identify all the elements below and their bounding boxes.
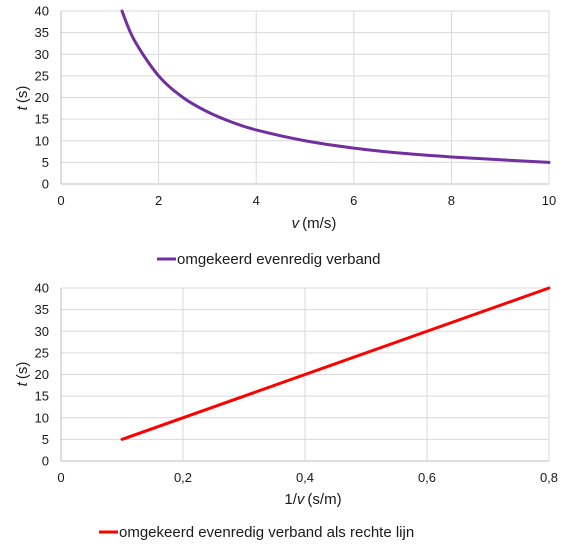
chart-1: 0 5 10 15 20 25 30 35 40 0 2 4 6 8 10 v (m/s) t(s) omg… [14, 4, 556, 269]
chart-1-x-tick-label: 8 [448, 193, 455, 208]
chart-2-y-tick-label: 20 [35, 367, 49, 382]
chart-2-x-ticks: 0 0,2 0,4 0,6 0,8 [57, 470, 558, 485]
chart-2-x-axis-unit: (s/m) [307, 491, 341, 508]
chart-1-y-tick-label: 35 [35, 25, 49, 40]
chart-2-x-axis-label: 1/v (s/m) [284, 491, 341, 508]
chart-2-y-tick-label: 35 [35, 302, 49, 317]
chart-2-y-axis-unit: (s) [14, 362, 31, 380]
chart-1-y-axis-unit: (s) [14, 86, 31, 104]
chart-2-legend-label: omgekeerd evenredig verband als rechte l… [119, 524, 414, 541]
chart-1-legend-label: omgekeerd evenredig verband [177, 251, 380, 268]
chart-2-x-axis-prefix: 1/ [284, 491, 297, 508]
chart-1-x-tick-label: 4 [253, 193, 260, 208]
chart-1-y-tick-label: 0 [42, 177, 49, 192]
chart-2-y-tick-label: 15 [35, 389, 49, 404]
chart-1-y-tick-label: 15 [35, 112, 49, 127]
chart-2-y-tick-label: 10 [35, 410, 49, 425]
chart-1-y-tick-label: 5 [42, 155, 49, 170]
chart-2-x-tick-label: 0,4 [296, 470, 314, 485]
chart-2-y-tick-label: 5 [42, 432, 49, 447]
chart-1-y-ticks: 0 5 10 15 20 25 30 35 40 [35, 4, 49, 192]
chart-2-y-ticks: 0 5 10 15 20 25 30 35 40 [35, 281, 49, 469]
chart-2-gridlines [60, 287, 550, 462]
chart-1-x-tick-label: 2 [155, 193, 162, 208]
chart-1-y-tick-label: 20 [35, 90, 49, 105]
chart-2-y-tick-label: 40 [35, 281, 49, 296]
chart-1-x-axis-var: v [292, 215, 301, 232]
chart-1-x-ticks: 0 2 4 6 8 10 [57, 193, 556, 208]
chart-1-gridlines [60, 10, 550, 185]
chart-2-series-line [120, 286, 551, 441]
chart-2-x-tick-label: 0,2 [174, 470, 192, 485]
chart-2-y-tick-label: 25 [35, 345, 49, 360]
chart-1-y-tick-label: 40 [35, 4, 49, 19]
chart-1-x-axis-label: v (m/s) [292, 215, 337, 232]
chart-1-x-tick-label: 0 [57, 193, 64, 208]
chart-2-x-axis-var: v [297, 491, 306, 508]
chart-2-y-axis-label: t(s) [14, 362, 31, 387]
chart-2-legend: omgekeerd evenredig verband als rechte l… [99, 524, 414, 541]
chart-1-y-axis-label: t(s) [14, 86, 31, 111]
chart-1-y-tick-label: 10 [35, 133, 49, 148]
chart-1-y-tick-label: 30 [35, 47, 49, 62]
chart-1-series-line [120, 9, 551, 164]
chart-1-x-tick-label: 10 [542, 193, 556, 208]
chart-1-x-tick-label: 6 [350, 193, 357, 208]
chart-1-y-tick-label: 25 [35, 68, 49, 83]
chart-2-x-tick-label: 0 [57, 470, 64, 485]
chart-2-y-tick-label: 30 [35, 324, 49, 339]
chart-1-legend: omgekeerd evenredig verband [157, 251, 380, 268]
chart-2-x-tick-label: 0,8 [540, 470, 558, 485]
chart-1-x-axis-unit: (m/s) [302, 215, 336, 232]
chart-1-y-axis-var: t [14, 105, 31, 110]
chart-2-y-axis-var: t [14, 381, 31, 386]
chart-2-y-tick-label: 0 [42, 454, 49, 469]
chart-2-x-tick-label: 0,6 [418, 470, 436, 485]
